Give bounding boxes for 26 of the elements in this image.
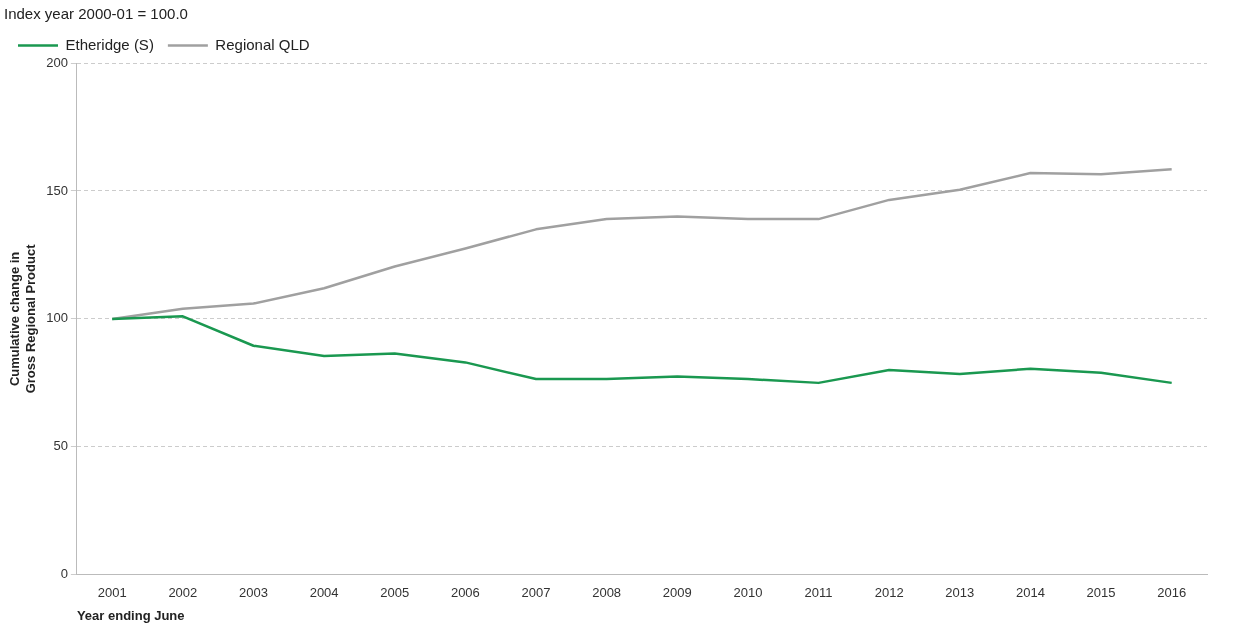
x-tick-label: 2010 bbox=[733, 585, 763, 601]
x-tick-label: 2003 bbox=[239, 585, 268, 601]
x-tick-label: 2008 bbox=[592, 585, 622, 601]
y-tick-label: 100 bbox=[46, 310, 68, 326]
y-tick-label: 0 bbox=[60, 566, 68, 582]
x-tick-label: 2001 bbox=[97, 585, 127, 601]
x-tick-label: 2007 bbox=[521, 585, 551, 601]
x-tick-label: 2009 bbox=[662, 585, 692, 601]
x-tick-label: 2002 bbox=[168, 585, 198, 601]
y-tick-label: 150 bbox=[46, 182, 68, 198]
y-tick-label: 200 bbox=[46, 54, 68, 70]
x-tick-label: 2015 bbox=[1086, 585, 1116, 601]
x-tick-label: 2016 bbox=[1157, 585, 1187, 601]
x-tick-label: 2013 bbox=[945, 585, 975, 601]
chart-title: Index year 2000-01 = 100.0 bbox=[4, 5, 188, 23]
x-tick-label: 2012 bbox=[874, 585, 904, 601]
legend-label: Regional QLD bbox=[215, 35, 310, 53]
x-tick-label: 2006 bbox=[450, 585, 480, 601]
y-tick-label: 50 bbox=[53, 438, 68, 454]
y-axis-title: Cumulative change in Gross Regional Product bbox=[7, 243, 38, 394]
x-axis-title: Year ending June bbox=[76, 607, 185, 623]
x-tick-label: 2014 bbox=[1015, 585, 1045, 601]
legend-label: Etheridge (S) bbox=[65, 35, 154, 53]
x-tick-label: 2005 bbox=[380, 585, 410, 601]
x-tick-label: 2004 bbox=[309, 585, 339, 601]
x-tick-label: 2011 bbox=[804, 585, 833, 601]
